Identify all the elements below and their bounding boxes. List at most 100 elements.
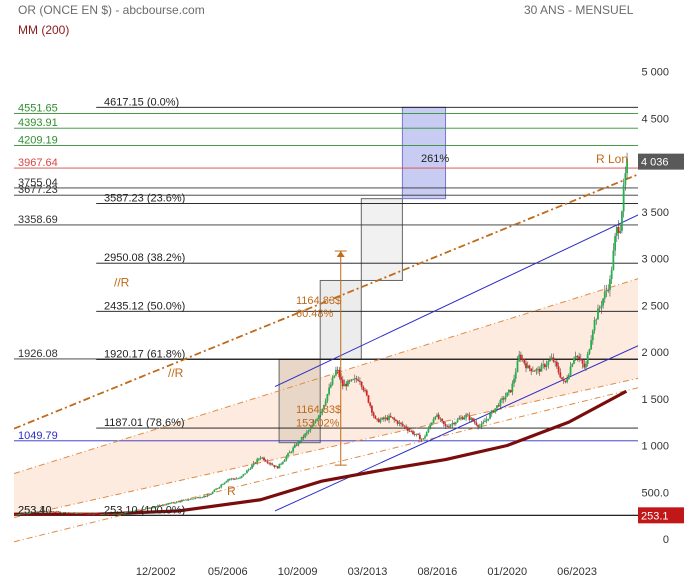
candle-body-272 [478,426,481,428]
candle-body-139 [251,465,253,469]
candle-body-255 [449,424,452,427]
candle-body-318 [557,366,560,373]
candle-body-92 [170,502,173,504]
candle-body-111 [203,495,205,498]
candle-body-227 [401,423,404,426]
candle-body-317 [555,361,558,367]
candle-body-271 [477,425,479,427]
candle-body-200 [355,378,358,380]
candle-body-4 [19,513,22,515]
candle-body-351 [614,235,616,251]
candle-body-340 [595,319,598,321]
candle-body-41 [83,513,86,515]
candle-body-315 [552,357,555,362]
candle-body-42 [85,513,87,515]
candle-body-310 [543,364,546,368]
candle-body-143 [257,458,260,460]
candle-body-344 [602,298,604,306]
candle-body-88 [163,504,166,506]
candle-body-125 [227,479,229,482]
candle-body-85 [158,505,161,506]
candle-body-287 [504,396,507,400]
candle-body-358 [626,158,628,174]
candle-body-55 [107,514,110,515]
candle-body-93 [172,502,175,504]
candle-body-138 [249,468,252,470]
candle-body-187 [333,375,336,378]
candle-body-166 [297,441,300,446]
candle-body-38 [78,513,80,514]
candle-body-273 [480,423,483,427]
candle-body-100 [184,499,187,501]
candle-body-171 [305,431,308,434]
fib-label-6: 253.10 (100.0%) [104,504,185,516]
candle-body-133 [240,475,243,478]
candle-body-239 [422,438,425,440]
candle-body-13 [35,511,38,513]
candle-body-151 [271,464,274,466]
candle-body-141 [254,462,257,464]
candle-body-249 [439,418,442,420]
candle-body-155 [278,463,281,469]
y-tick-label-10: 0 [663,534,669,546]
candle-body-221 [391,417,394,418]
candle-body-36 [74,513,77,514]
orange-channel-line-0 [14,278,638,475]
candle-body-329 [576,356,579,357]
y-tick-label-6: 2 000 [641,347,669,359]
chart-period: 30 ANS - MENSUEL [524,3,634,17]
candle-body-135 [244,473,247,475]
candle-body-117 [213,489,216,492]
candle-body-196 [348,380,351,382]
candle-body-234 [413,434,416,435]
candle-body-10 [30,512,33,514]
candle-body-248 [437,414,440,419]
candle-body-264 [465,414,467,418]
candle-body-39 [79,513,82,514]
candle-body-87 [162,504,164,506]
candle-body-215 [381,417,384,420]
candle-body-163 [292,447,295,452]
y-tick-label-9: 500.0 [641,487,669,499]
last-price-badge [638,153,684,170]
candle-body-80 [150,507,152,509]
candle-body-292 [513,378,515,384]
candle-body-113 [206,494,209,497]
candle-body-327 [573,358,575,364]
box-step-2 [360,198,403,281]
candle-body-9 [28,513,31,514]
candle-body-33 [69,512,72,514]
candle-body-328 [574,356,577,359]
orange-channel-line-1 [14,377,638,518]
candle-body-302 [530,368,533,372]
candle-body-40 [81,513,84,514]
candle-body-250 [441,418,444,422]
candle-body-21 [49,510,51,512]
candle-body-11 [31,511,34,513]
candle-body-101 [186,499,188,501]
candle-body-53 [103,513,106,515]
candle-body-114 [208,494,211,496]
candle-body-289 [508,389,510,393]
annotation-move-bottom-amount: 1164.83$ [296,404,341,416]
fib-label-4: 1920.17 (61.8%) [104,348,185,360]
candle-body-48 [95,513,98,515]
candle-body-132 [239,477,241,479]
candle-body-79 [148,507,151,509]
blue-channel-upper [274,214,638,388]
candle-body-37 [76,513,79,514]
candle-body-27 [59,511,62,513]
candle-body-304 [533,370,536,372]
candle-body-61 [117,513,120,515]
candle-body-277 [487,418,490,420]
candle-body-226 [400,422,402,424]
x-tick-label-0: 12/2002 [136,566,176,578]
candle-body-129 [234,478,236,480]
candle-body-169 [302,436,305,438]
candle-body-267 [470,418,473,420]
annotation-move-top-pct: 60.48% [296,308,334,320]
candle-body-19 [45,510,48,512]
level-label-9: 253.40 [18,504,52,516]
fib-label-2: 2950.08 (38.2%) [104,252,185,264]
candle-body-256 [451,423,454,425]
